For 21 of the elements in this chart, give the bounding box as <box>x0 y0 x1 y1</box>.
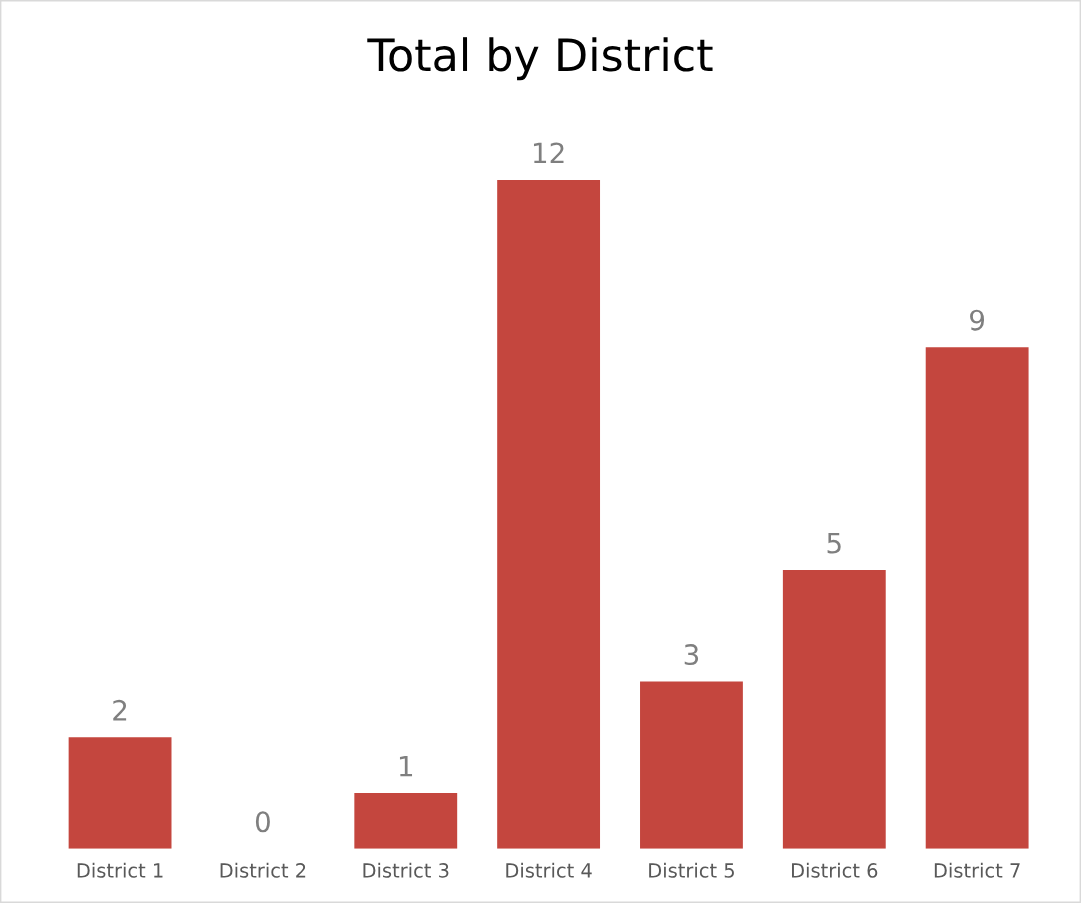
data-label: 1 <box>399 755 413 777</box>
x-tick-label: District 3 <box>363 862 449 878</box>
data-label: 2 <box>113 699 127 721</box>
data-label: 9 <box>970 309 985 331</box>
x-tick-label: District 1 <box>77 862 163 878</box>
data-label: 5 <box>827 532 841 554</box>
bar <box>68 737 172 849</box>
data-label: 0 <box>255 811 270 833</box>
x-tick-label: District 7 <box>934 862 1020 878</box>
bar <box>782 570 886 849</box>
bar <box>925 347 1029 849</box>
x-tick-label: District 4 <box>506 862 592 878</box>
bar <box>354 793 458 849</box>
chart-title: Total by District <box>367 37 713 81</box>
x-tick-label: District 5 <box>649 862 734 878</box>
x-tick-label: District 2 <box>220 862 306 878</box>
data-label: 3 <box>684 644 699 666</box>
bar <box>497 179 601 849</box>
data-label: 12 <box>533 142 564 164</box>
x-tick-label: District 6 <box>792 862 878 878</box>
bar <box>640 681 743 849</box>
